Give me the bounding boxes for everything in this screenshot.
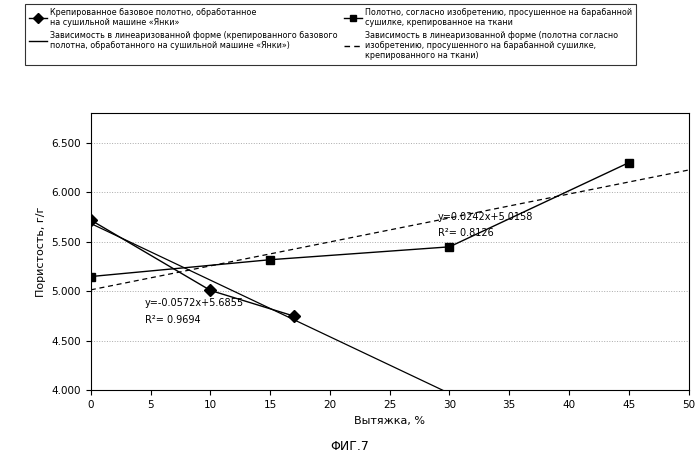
Text: R²= 0.9694: R²= 0.9694 bbox=[145, 315, 201, 325]
Text: y=-0.0572x+5.6855: y=-0.0572x+5.6855 bbox=[145, 298, 244, 308]
X-axis label: Вытяжка, %: Вытяжка, % bbox=[354, 416, 425, 426]
Text: ΦИГ.7: ΦИГ.7 bbox=[330, 440, 369, 453]
Text: R²= 0.8126: R²= 0.8126 bbox=[438, 228, 493, 238]
Legend: Крепированное базовое полотно, обработанное
на сушильной машине «Янки», Зависимо: Крепированное базовое полотно, обработан… bbox=[25, 4, 636, 65]
Text: y=0.0242x+5.0158: y=0.0242x+5.0158 bbox=[438, 212, 533, 222]
Y-axis label: Пористость, г/г: Пористость, г/г bbox=[36, 207, 46, 297]
